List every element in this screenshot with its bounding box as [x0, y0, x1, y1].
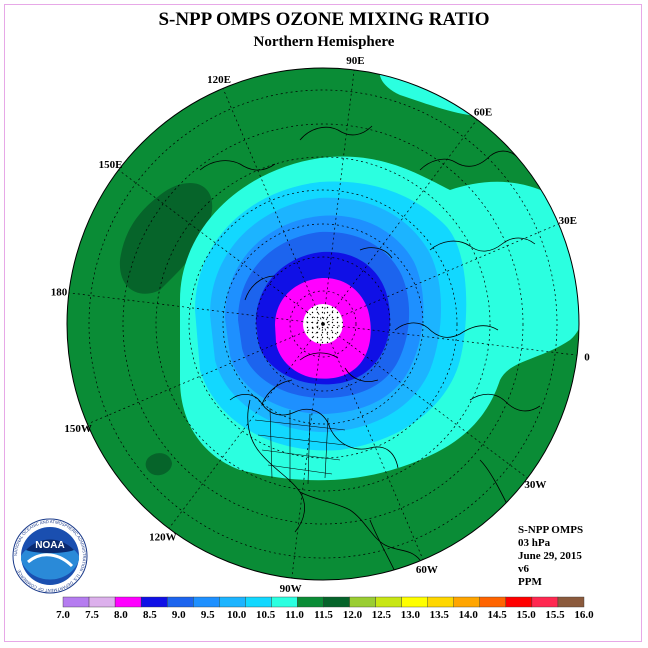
colorbar-tick-label: 12.5 — [372, 609, 392, 621]
colorbar-tick-label: 14.5 — [488, 609, 508, 621]
colorbar-swatch — [140, 596, 168, 608]
noaa-logo: NOAA NATIONAL OCEANIC AND ATMOSPHERIC AD… — [12, 518, 88, 594]
colorbar-tick-label: 7.5 — [85, 609, 99, 621]
colorbar-tick-label: 11.5 — [314, 609, 333, 621]
map-subtitle: Northern Hemisphere — [254, 34, 395, 50]
dark-green-patch-pacific — [119, 183, 213, 294]
colorbar-tick-label: 7.0 — [56, 609, 70, 621]
colorbar-tick-label: 10.5 — [256, 609, 276, 621]
us-state-lines — [254, 407, 346, 485]
colorbar-tick-label: 8.0 — [114, 609, 128, 621]
meridian-labels: 90E 60E 30E 0 30W 60W 90W 120W 150W 180 150E 120E — [51, 55, 591, 595]
info-instrument: S-NPP OMPS — [518, 524, 583, 536]
colorbar-tick-label: 16.0 — [574, 609, 594, 621]
colorbar-swatch — [62, 596, 90, 608]
meridian-label: 60W — [416, 564, 438, 576]
latitude-circles — [88, 89, 558, 559]
colorbar-swatch — [297, 596, 324, 608]
colorbar-swatch — [453, 596, 480, 608]
colorbar-swatch — [375, 596, 402, 608]
colorbar-swatch — [531, 596, 559, 608]
colorbar-tick-label: 9.5 — [201, 609, 215, 621]
info-level: 03 hPa — [518, 537, 551, 549]
colorbar-swatch — [427, 596, 454, 608]
info-units: PPM — [518, 576, 542, 588]
meridian-label: 90W — [280, 583, 302, 595]
colorbar-swatch — [479, 596, 507, 608]
colorbar-tick-label: 15.0 — [516, 609, 536, 621]
polar-disc — [67, 68, 579, 580]
meridian-label: 150W — [64, 423, 92, 435]
colorbar-swatch — [245, 596, 272, 608]
colorbar-swatch — [193, 596, 220, 608]
info-version: v6 — [518, 563, 530, 575]
disc-outline — [66, 67, 580, 581]
meridian-label: 120W — [149, 531, 177, 543]
colorbar-tick-label: 15.5 — [545, 609, 565, 621]
colorbar-tick-label: 8.5 — [143, 609, 157, 621]
meridian-label: 90E — [346, 55, 364, 67]
meridian-label: 0 — [584, 351, 590, 363]
colorbar-swatch — [557, 596, 585, 608]
noaa-logo-text: NOAA — [35, 540, 64, 551]
colorbar-tick-label: 14.0 — [459, 609, 479, 621]
colorbar-tick-label: 9.0 — [172, 609, 186, 621]
colorbar-swatch — [271, 596, 298, 608]
info-block: S-NPP OMPS 03 hPa June 29, 2015 v6 PPM — [518, 524, 583, 588]
colorbar-tick-label: 11.0 — [285, 609, 304, 621]
colorbar-tick-label: 13.0 — [401, 609, 421, 621]
meridian-label: 150E — [99, 159, 123, 171]
meridian-label: 180 — [51, 287, 68, 299]
colorbar-swatch — [88, 596, 116, 608]
colorbar-swatch — [219, 596, 246, 608]
colorbar-tick-label: 12.0 — [343, 609, 363, 621]
dark-green-patch-alaska — [145, 453, 172, 476]
page-frame — [4, 4, 642, 642]
meridian-label: 60E — [474, 107, 492, 119]
colorbar-swatch — [323, 596, 350, 608]
colorbar-swatch — [401, 596, 428, 608]
colorbar-tick-label: 10.0 — [227, 609, 247, 621]
info-date: June 29, 2015 — [518, 550, 582, 562]
colorbar: 7.0 7.5 8.0 8.5 9.0 9.5 10.0 10.5 11.0 11.5 12.0 12… — [56, 596, 594, 621]
colorbar-tick-label: 13.5 — [430, 609, 450, 621]
colorbar-swatch — [114, 596, 142, 608]
map-title: S-NPP OMPS OZONE MIXING RATIO — [158, 9, 489, 30]
colorbar-swatch — [166, 596, 194, 608]
colorbar-swatch — [349, 596, 376, 608]
meridian-label: 120E — [207, 74, 231, 86]
colorbar-swatch — [505, 596, 533, 608]
meridian-label: 30E — [559, 215, 577, 227]
meridian-label: 30W — [524, 479, 546, 491]
